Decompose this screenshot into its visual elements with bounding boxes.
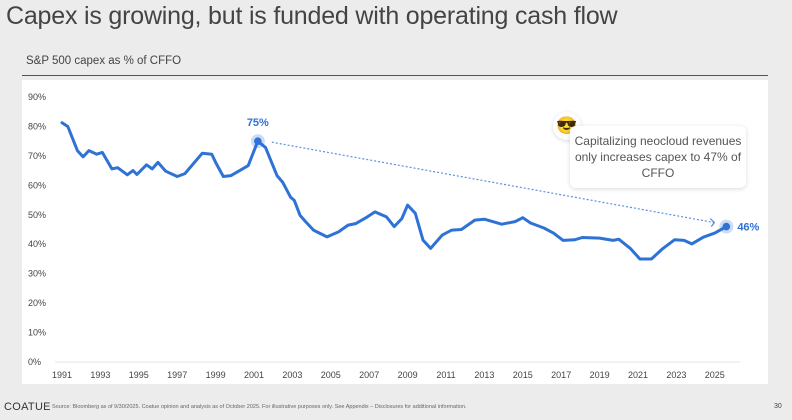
y-tick-label: 50% <box>28 210 46 220</box>
highlight-point <box>254 137 262 145</box>
annotation-text: Capitalizing neocloud revenues only incr… <box>574 134 742 180</box>
y-tick-label: 10% <box>28 328 46 338</box>
x-tick-label: 2015 <box>513 370 533 380</box>
y-axis: 0% 10% 20% 30% 40% 50% 60% 70% 80% 90% <box>28 92 46 367</box>
coatue-logo: COATUE <box>4 401 51 413</box>
x-tick-label: 2025 <box>705 370 725 380</box>
y-tick-label: 70% <box>28 151 46 161</box>
page-number: 30 <box>774 403 782 410</box>
x-tick-label: 2013 <box>474 370 494 380</box>
y-tick-label: 20% <box>28 298 46 308</box>
x-tick-label: 2023 <box>666 370 686 380</box>
x-tick-label: 2007 <box>359 370 379 380</box>
arrowhead-icon <box>709 218 716 227</box>
x-tick-label: 2009 <box>398 370 418 380</box>
x-tick-label: 1999 <box>206 370 226 380</box>
slide-title: Capex is growing, but is funded with ope… <box>6 2 618 30</box>
source-note: Source: Bloomberg as of 9/30/2025. Coatu… <box>52 404 467 410</box>
data-label: 46% <box>737 222 759 234</box>
series-line <box>60 121 728 261</box>
x-axis: 1991 1993 1995 1997 1999 2001 2003 2005 2007 2009… <box>52 370 725 380</box>
x-tick-label: 2019 <box>590 370 610 380</box>
y-tick-label: 60% <box>28 180 46 190</box>
x-tick-label: 1997 <box>167 370 187 380</box>
title-divider <box>22 75 768 76</box>
x-tick-label: 1993 <box>90 370 110 380</box>
y-tick-label: 0% <box>28 357 41 367</box>
y-tick-label: 80% <box>28 121 46 131</box>
y-tick-label: 40% <box>28 239 46 249</box>
x-tick-label: 2011 <box>436 370 455 380</box>
x-tick-label: 1995 <box>129 370 149 380</box>
x-tick-label: 2017 <box>551 370 571 380</box>
x-tick-label: 1991 <box>52 370 72 380</box>
x-tick-label: 2021 <box>628 370 648 380</box>
x-tick-label: 2001 <box>244 370 264 380</box>
highlight-point <box>722 222 731 231</box>
annotation-callout: Capitalizing neocloud revenues only incr… <box>570 126 746 188</box>
chart-title: S&P 500 capex as % of CFFO <box>26 55 182 67</box>
y-tick-label: 90% <box>28 92 46 102</box>
x-tick-label: 2003 <box>282 370 302 380</box>
data-label: 75% <box>247 117 269 129</box>
trend-arrow <box>271 141 715 224</box>
y-tick-label: 30% <box>28 269 46 279</box>
x-tick-label: 2005 <box>321 370 341 380</box>
